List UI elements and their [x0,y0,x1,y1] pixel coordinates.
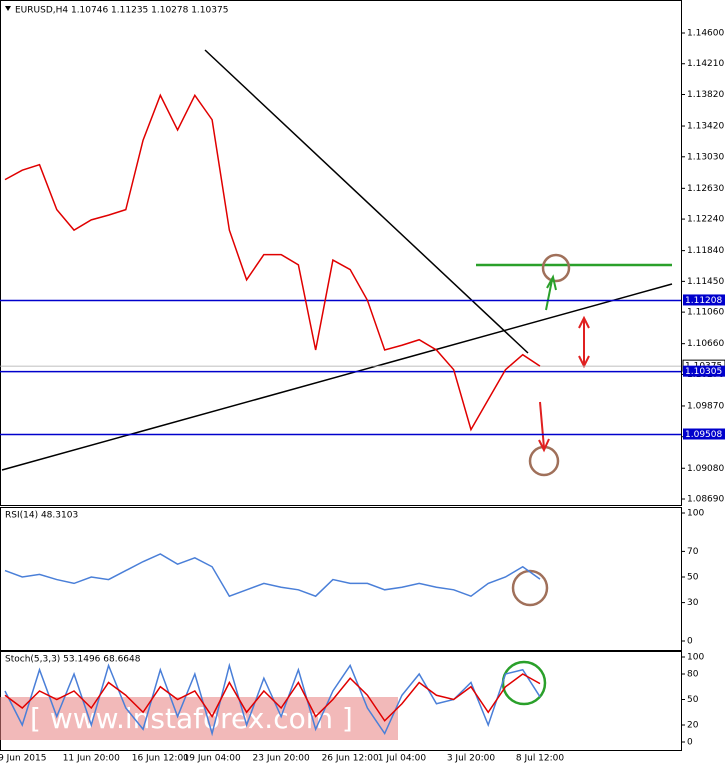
stoch-title: Stoch(5,3,3) 53.1496 68.6648 [5,655,141,665]
y-tick-label: 20 [687,721,699,731]
y-tick-label: 50 [687,695,699,705]
x-tick-label: 23 Jun 20:00 [253,754,310,764]
y-tick-label: 1.12240 [687,215,724,225]
y-tick-label: 0 [687,738,693,748]
y-tick-label: 0 [687,637,693,647]
y-tick-label: 1.09080 [687,464,724,474]
x-tick-label: 11 Jun 20:00 [63,754,120,764]
y-tick-label: 1.13420 [687,122,724,132]
chart-title: EURUSD,H4 1.10746 1.11235 1.10278 1.1037… [15,6,228,16]
y-tick-label: 70 [687,547,699,557]
annotations [1,49,673,706]
data-line [4,673,541,722]
level-label: 1.09508 [685,430,722,440]
y-tick-label: 1.09870 [687,401,724,411]
level-box [683,294,725,306]
level-box [683,365,725,377]
x-tick-label: 19 Jun 04:00 [184,754,241,764]
y-tick-label: 80 [687,670,699,680]
title-icon [5,6,11,11]
watermark-box [0,697,398,740]
x-tick-label: 9 Jun 2015 [0,754,46,764]
y-tick-label: 1.13030 [687,152,724,162]
y-tick-label: 50 [687,573,699,583]
y-tick-label: 1.11060 [687,308,724,318]
y-tick-label: 100 [687,653,704,663]
y-tick-label: 1.11450 [687,277,724,287]
watermark: [ www.instaforex.com ] [30,702,353,735]
circle [541,253,571,283]
y-tick-label: 1.10660 [687,339,724,349]
x-tick-label: 16 Jun 12:00 [132,754,189,764]
rsi-title: RSI(14) 48.3103 [5,511,78,521]
x-tick-label: 26 Jun 12:00 [322,754,379,764]
data-line [4,93,541,432]
x-tick-label: 1 Jul 04:00 [378,754,427,764]
data-line [4,662,541,737]
y-tick-label: 1.13820 [687,90,724,100]
x-tick-label: 3 Jul 20:00 [447,754,496,764]
trend-line [1,283,673,471]
y-tick-label: 1.12630 [687,184,724,194]
level-label: 1.10305 [685,367,722,377]
rsi-panel [0,507,682,651]
y-tick-label: 100 [687,509,704,519]
y-tick-label: 1.14600 [687,28,724,38]
arrow [538,401,550,453]
y-tick-label: 30 [687,598,699,608]
y-tick-label: 1.11840 [687,246,724,256]
x-tick-label: 8 Jul 12:00 [516,754,565,764]
level-box [683,428,725,440]
arrow [545,274,557,311]
trend-line [204,49,529,354]
data-line [4,553,541,598]
circle [511,569,549,607]
level-label: 1.11208 [685,296,722,306]
y-tick-label: 1.08690 [687,495,724,505]
y-tick-label: 1.14210 [687,59,724,69]
main-panel [0,0,682,506]
